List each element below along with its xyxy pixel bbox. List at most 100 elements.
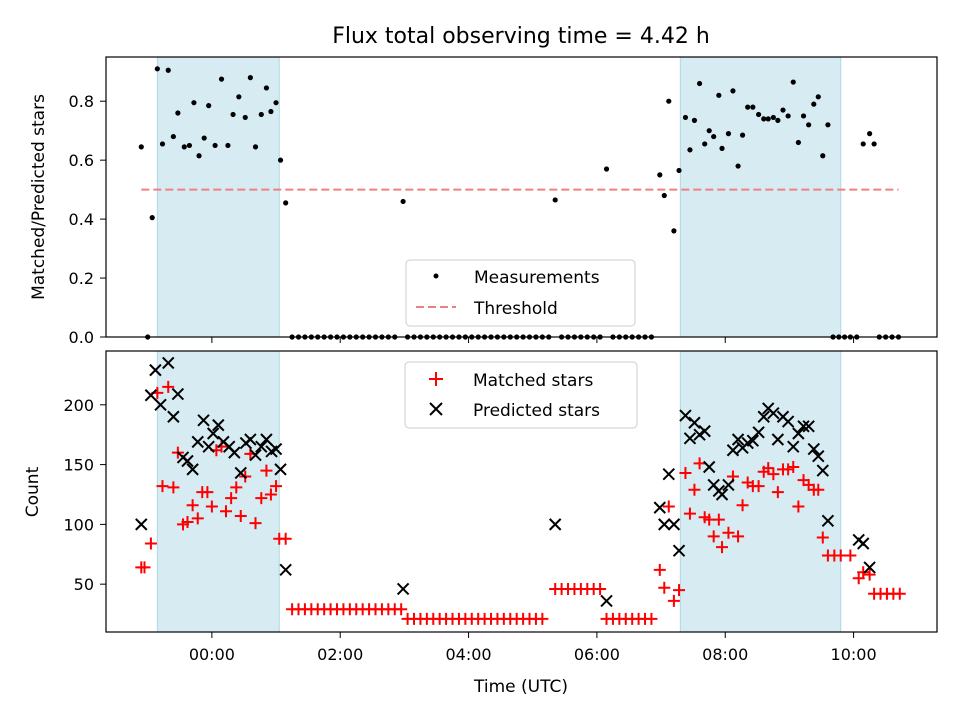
matched-star-point: [679, 466, 692, 479]
matched-star-point: [645, 612, 658, 625]
top-y-axis-label: Matched/Predicted stars: [29, 94, 49, 300]
measurement-point: [730, 88, 736, 94]
matched-star-point: [712, 513, 725, 526]
top-y-tick-label: 0.6: [69, 151, 94, 170]
matched-star-point: [792, 500, 805, 513]
measurement-point: [790, 79, 796, 85]
predicted-star-point: [206, 427, 220, 440]
measurement-point: [236, 94, 242, 100]
matched-star-point: [722, 526, 735, 539]
top-y-ticks: 0.0 0.2 0.4 0.6 0.8: [69, 92, 106, 347]
predicted-star-point: [255, 440, 268, 453]
predicted-star-point: [260, 433, 273, 446]
matched-star-point: [812, 483, 825, 496]
measurement-point: [218, 76, 225, 82]
matched-star-point: [186, 499, 199, 512]
measurement-point: [283, 200, 289, 206]
predicted-star-point: [812, 450, 825, 463]
matched-stars-points: [135, 380, 906, 625]
bottom-legend: Matched stars Predicted stars: [404, 361, 638, 429]
matched-star-point: [249, 517, 262, 530]
matched-star-point: [219, 505, 232, 518]
predicted-star-point: [135, 518, 148, 531]
predicted-star-point: [856, 537, 870, 550]
measurement-point: [175, 110, 181, 116]
x-tick-label: 08:00: [702, 645, 748, 664]
predicted-star-point: [234, 466, 247, 480]
predicted-star-point: [792, 427, 805, 440]
matched-star-point: [658, 581, 671, 594]
predicted-star-point: [269, 442, 283, 456]
matched-star-point: [653, 563, 666, 576]
measurement-point: [795, 139, 801, 146]
predicted-stars-points: [135, 356, 876, 608]
measurement-point: [735, 163, 741, 169]
predicted-star-point: [722, 478, 735, 492]
matched-star-point: [395, 603, 408, 616]
predicted-star-point: [548, 518, 562, 531]
legend-measurements-label: Measurements: [474, 268, 600, 288]
top-y-tick-label: 0.4: [69, 210, 94, 229]
predicted-star-point: [715, 488, 729, 501]
top-y-tick-label: 0.2: [69, 269, 94, 288]
matched-star-point: [782, 463, 795, 476]
measurement-point: [170, 133, 176, 140]
matched-star-point: [863, 568, 876, 581]
predicted-star-point: [702, 460, 716, 474]
measurement-point: [811, 101, 817, 107]
matched-star-point: [536, 612, 549, 625]
top-y-tick-label: 0.8: [69, 92, 94, 111]
measurement-point: [770, 114, 776, 121]
matched-star-point: [771, 486, 784, 499]
matched-star-point: [683, 507, 696, 520]
matched-star-point: [156, 480, 169, 493]
matched-star-point: [662, 500, 675, 513]
predicted-star-point: [274, 463, 287, 476]
bottom-y-tick-label: 200: [63, 396, 94, 415]
measurement-point: [750, 104, 756, 110]
measurement-point: [657, 172, 663, 178]
measurement-point: [671, 228, 677, 234]
predicted-star-point: [781, 415, 795, 428]
measurement-point: [871, 141, 877, 147]
matched-star-point: [201, 486, 214, 499]
measurement-point: [756, 111, 762, 118]
matched-star-point: [762, 462, 775, 475]
measurement-point: [159, 141, 166, 147]
measurement-point: [785, 113, 791, 119]
predicted-star-point: [279, 563, 292, 577]
measurement-point: [780, 107, 786, 113]
predicted-star-point: [662, 467, 675, 481]
measurement-point: [552, 197, 558, 203]
measurement-point: [186, 142, 193, 149]
predicted-star-point: [726, 444, 740, 457]
predicted-star-point: [154, 398, 167, 412]
matched-star-point: [752, 480, 765, 493]
matched-star-point: [893, 587, 906, 600]
measurement-point: [191, 100, 197, 106]
shaded-region: [679, 350, 842, 633]
predicted-star-point: [863, 561, 876, 574]
top-shaded-regions: [156, 56, 842, 338]
bottom-y-tick-label: 100: [63, 515, 94, 534]
x-tick-label: 10:00: [831, 645, 877, 664]
matched-star-point: [138, 561, 151, 574]
measurement-point: [165, 67, 171, 73]
measurement-point: [820, 153, 826, 159]
predicted-star-point: [144, 389, 158, 402]
measurement-point: [702, 141, 708, 147]
bottom-y-tick-label: 150: [63, 456, 94, 475]
predicted-star-point: [731, 433, 745, 446]
predicted-star-point: [807, 442, 821, 456]
measurement-point: [603, 166, 610, 172]
measurement-point: [725, 131, 732, 137]
x-tick-label: 00:00: [189, 645, 235, 664]
x-axis-label: Time (UTC): [473, 677, 568, 697]
measurement-point: [815, 94, 821, 100]
measurement-point: [277, 157, 284, 163]
measurement-point: [691, 117, 698, 123]
measurement-point: [230, 111, 236, 118]
measurement-point: [696, 80, 703, 87]
bottom-x-ticks: 00:00 02:00 04:00 06:00 08:00 10:00: [189, 632, 877, 664]
predicted-star-point: [816, 464, 829, 477]
